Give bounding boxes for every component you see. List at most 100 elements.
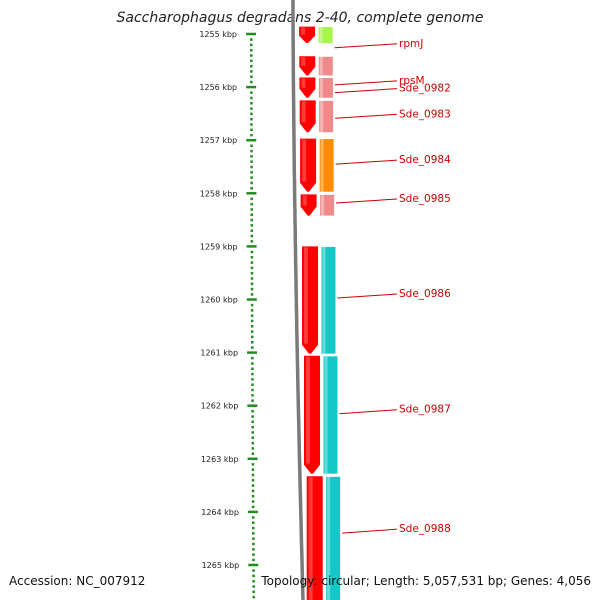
scale-tick-minor xyxy=(251,463,255,466)
scale-tick-label: 1264 kbp xyxy=(201,508,239,517)
scale-tick-minor xyxy=(252,548,255,551)
scale-tick-minor xyxy=(250,144,253,148)
scale-tick-label: 1260 kbp xyxy=(200,296,238,305)
scale-tick-minor xyxy=(250,330,254,333)
scale-tick-minor xyxy=(251,394,254,397)
scale-tick-minor xyxy=(251,410,254,413)
scale-tick-minor xyxy=(250,208,253,211)
cds-highlight xyxy=(303,247,308,344)
scale-tick-minor xyxy=(252,542,255,546)
scale-tick-minor xyxy=(252,558,255,562)
scale-tick-minor xyxy=(251,479,255,482)
cog-highlight xyxy=(320,100,324,133)
scale-tick-minor xyxy=(250,117,253,121)
scale-tick-minor xyxy=(251,388,254,392)
scale-tick-label: 1263 kbp xyxy=(201,455,239,464)
scale-tick-minor xyxy=(250,271,254,275)
cds-highlight xyxy=(301,101,306,123)
scale-tick-label: 1261 kbp xyxy=(200,349,238,358)
gene-label-line xyxy=(336,198,398,204)
cog-highlight xyxy=(319,26,323,44)
scale-tick-minor xyxy=(250,133,253,137)
gene-label-line xyxy=(335,113,398,119)
scale-tick-minor xyxy=(251,452,255,455)
scale-tick-minor xyxy=(252,590,255,594)
scale-tick-minor xyxy=(251,356,254,360)
cog-bar xyxy=(320,194,335,216)
cds-highlight xyxy=(301,78,306,88)
gene-label-line xyxy=(339,409,398,415)
scale-tick-minor xyxy=(251,383,254,386)
scale-tick-minor xyxy=(250,171,253,174)
gene-label: Sde_0982 xyxy=(399,83,451,95)
cds-highlight xyxy=(301,27,306,35)
scale-tick-minor xyxy=(252,532,255,535)
gene-label-line xyxy=(334,43,398,49)
scale-tick-minor xyxy=(250,128,253,132)
gene-label: Sde_0988 xyxy=(399,523,451,535)
scale-tick-minor xyxy=(250,155,253,158)
scale-tick-minor xyxy=(250,256,254,259)
gene-label-line xyxy=(334,88,398,94)
scale-tick-label: 1255 kbp xyxy=(199,30,237,39)
scale-tick-minor xyxy=(251,473,255,477)
scale-tick-minor xyxy=(251,346,254,349)
cog-bar xyxy=(318,56,333,76)
scale-tick-minor xyxy=(251,436,255,440)
cog-bar xyxy=(323,355,338,474)
scale-tick-minor xyxy=(250,287,254,291)
cog-bar xyxy=(319,100,334,133)
scale-tick-minor xyxy=(252,595,255,599)
gene-label: Sde_0985 xyxy=(399,193,451,205)
scale-tick-minor xyxy=(251,441,255,445)
scale-tick-minor xyxy=(250,325,254,328)
scale-tick-minor xyxy=(252,553,255,556)
accession-text: Accession: NC_007912 xyxy=(9,574,146,588)
scale-tick-minor xyxy=(250,43,253,47)
cds-highlight xyxy=(301,57,306,66)
scale-tick-minor xyxy=(250,309,254,312)
gene-label-line xyxy=(334,80,398,86)
gene-label: rpsM xyxy=(399,75,425,87)
scale-tick-minor xyxy=(250,335,254,339)
cog-highlight xyxy=(324,355,328,474)
cds-track xyxy=(299,26,323,600)
scale-tick-minor xyxy=(250,240,254,243)
scale-tick-minor xyxy=(250,314,254,317)
scale-tick-minor xyxy=(250,102,253,105)
scale-tick-minor xyxy=(250,224,254,227)
scale-tick-minor xyxy=(250,277,254,280)
scale-tick-minor xyxy=(250,70,253,73)
cds-highlight xyxy=(302,195,307,206)
gene-label: Sde_0983 xyxy=(399,108,451,120)
cog-bar xyxy=(318,77,333,98)
scale-tick-minor xyxy=(252,521,255,525)
scale-tick-minor xyxy=(250,54,253,57)
scale-tick-minor xyxy=(251,500,255,503)
cog-highlight xyxy=(319,56,323,76)
scale-tick-minor xyxy=(250,80,253,84)
cog-bar xyxy=(318,26,333,44)
gene-label: Sde_0984 xyxy=(399,154,451,166)
scale-tick-minor xyxy=(250,91,253,94)
scale-tick-minor xyxy=(252,585,255,588)
scale-tick-minor xyxy=(250,165,253,169)
scale-tick-minor xyxy=(250,149,253,153)
cog-highlight xyxy=(321,194,325,216)
scale-tick-minor xyxy=(250,123,253,126)
scale-tick-minor xyxy=(251,372,254,376)
cds-highlight xyxy=(305,356,310,464)
scale-tick-minor xyxy=(251,505,255,509)
scale-tick-minor xyxy=(250,293,254,296)
cog-track xyxy=(318,26,341,600)
cog-bar xyxy=(326,476,341,600)
genome-stats-text: Topology: circular; Length: 5,057,531 bp… xyxy=(261,574,591,588)
scale-tick-minor xyxy=(251,484,255,487)
scale-tick-label: 1257 kbp xyxy=(200,136,238,145)
scale-ruler: 1255 kbp 1256 kbp 1257 kbp 1258 kbp 1259 kbp… xyxy=(199,30,259,599)
scale-tick-minor xyxy=(251,489,255,493)
scale-tick-minor xyxy=(251,494,255,498)
scale-tick-label: 1265 kbp xyxy=(202,561,240,570)
